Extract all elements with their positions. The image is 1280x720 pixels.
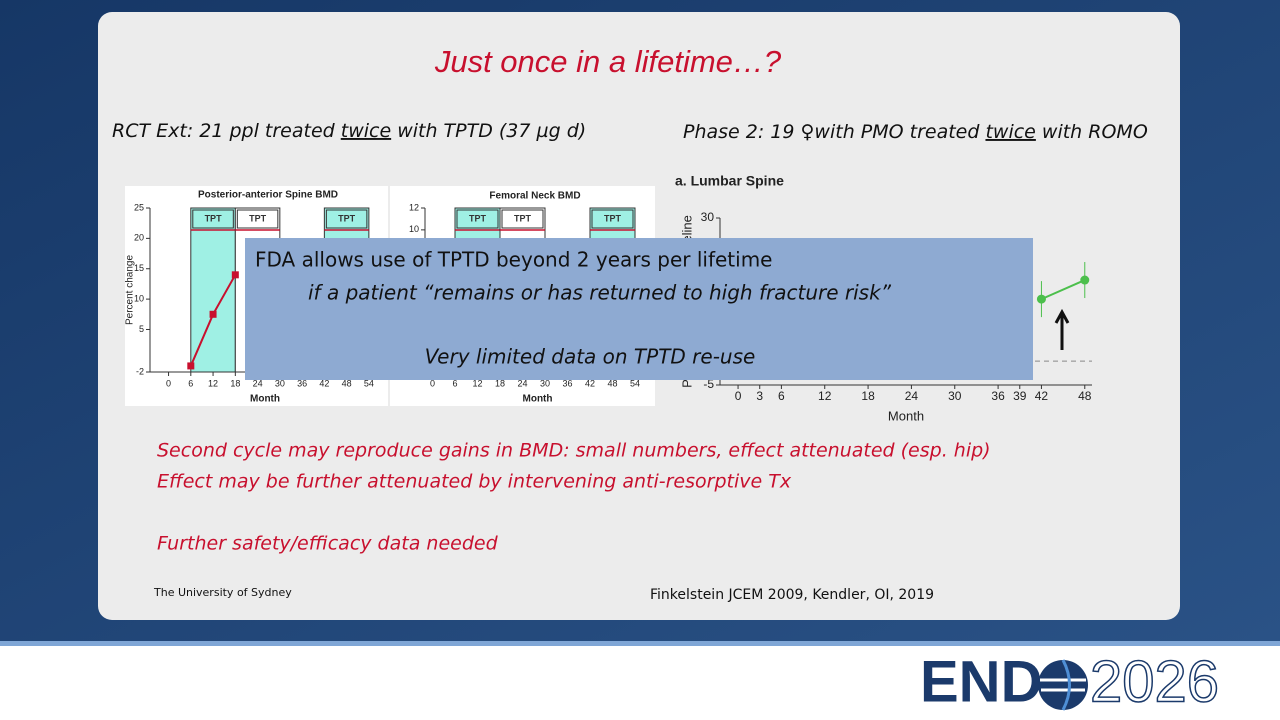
- y-tick-label: 5: [139, 324, 144, 334]
- x-tick-label: 48: [342, 378, 352, 388]
- x-tick-label: 42: [1035, 389, 1049, 403]
- chart-title: a. Lumbar Spine: [675, 173, 784, 189]
- x-tick-label: 54: [630, 378, 640, 388]
- logo-year: 2026: [1090, 649, 1219, 714]
- x-tick-label: 54: [364, 378, 374, 388]
- x-tick-label: 0: [166, 378, 171, 388]
- x-tick-label: 42: [319, 378, 329, 388]
- x-tick-label: 6: [778, 389, 785, 403]
- y-tick-label: 20: [134, 233, 144, 243]
- footer-right: Finkelstein JCEM 2009, Kendler, OI, 2019: [650, 587, 934, 603]
- x-axis-label: Month: [888, 408, 924, 423]
- arrow: [1054, 308, 1070, 350]
- x-tick-label: 24: [253, 378, 263, 388]
- x-tick-label: 30: [540, 378, 550, 388]
- x-tick-label: 24: [905, 389, 919, 403]
- y-tick-label: 10: [134, 293, 144, 303]
- x-tick-label: 18: [495, 378, 505, 388]
- logo-text: END: [920, 649, 1042, 714]
- band-header: [456, 209, 499, 229]
- x-tick-label: 3: [756, 389, 763, 403]
- text: twice: [985, 121, 1035, 143]
- text: Phase 2: 19 ♀with PMO treated: [683, 121, 985, 143]
- text: RCT Ext: 21 ppl treated: [112, 120, 341, 142]
- x-tick-label: 18: [861, 389, 875, 403]
- data-point: [209, 310, 217, 318]
- data-point: [1080, 275, 1090, 285]
- data-line: [1041, 279, 1086, 301]
- band-header: [325, 209, 368, 229]
- x-tick-label: 12: [472, 378, 482, 388]
- bullet: Effect may be further attenuated by inte…: [157, 471, 792, 493]
- y-tick-label: -5: [703, 377, 714, 391]
- x-tick-label: 48: [1078, 389, 1092, 403]
- x-tick-label: 0: [430, 378, 435, 388]
- x-tick-label: 42: [585, 378, 595, 388]
- y-tick-label: 15: [134, 263, 144, 273]
- x-tick-label: 36: [991, 389, 1005, 403]
- band-label: TPT: [514, 213, 532, 223]
- overlay-box: [245, 238, 1033, 380]
- x-tick-label: 36: [562, 378, 572, 388]
- y-tick-label: 10: [409, 224, 419, 234]
- x-tick-label: 30: [275, 378, 285, 388]
- logo-globe: [1038, 659, 1088, 711]
- y-tick-label: -2: [136, 366, 144, 376]
- x-tick-label: 36: [297, 378, 307, 388]
- y-tick-label: 30: [701, 210, 715, 224]
- overlay-line: Very limited data on TPTD re-use: [425, 345, 756, 369]
- slide-title: Just once in a lifetime…?: [434, 44, 782, 79]
- x-axis-label: Month: [523, 394, 553, 405]
- text: with TPTD (37 µg d): [391, 120, 586, 142]
- data-point: [187, 362, 195, 370]
- band-label: TPT: [249, 213, 267, 223]
- x-tick-label: 6: [452, 378, 457, 388]
- chart-title: Femoral Neck BMD: [489, 191, 580, 202]
- footer-left: The University of Sydney: [153, 586, 292, 599]
- y-axis-label: Percent change: [125, 255, 136, 325]
- x-tick-label: 39: [1013, 389, 1027, 403]
- y-tick-label: 25: [134, 202, 144, 212]
- band-header: [501, 209, 544, 229]
- x-axis-label: Month: [250, 394, 280, 405]
- band-label: TPT: [205, 213, 223, 223]
- text: twice: [341, 120, 391, 142]
- bullet: Second cycle may reproduce gains in BMD:…: [157, 440, 991, 462]
- x-tick-label: 18: [230, 378, 240, 388]
- footer-band: [0, 646, 1280, 720]
- overlay-line: if a patient “remains or has returned to…: [308, 281, 892, 305]
- text: with ROMO: [1036, 121, 1148, 143]
- treatment-band: [190, 207, 236, 373]
- divider: [0, 641, 1280, 646]
- x-tick-label: 12: [818, 389, 832, 403]
- band-header: [591, 209, 634, 229]
- x-tick-label: 30: [948, 389, 962, 403]
- band-header: [236, 209, 279, 229]
- band-label: TPT: [469, 213, 487, 223]
- chart-title: Posterior-anterior Spine BMD: [198, 190, 338, 201]
- overlay-line: FDA allows use of TPTD beyond 2 years pe…: [255, 248, 772, 272]
- band-label: TPT: [338, 213, 356, 223]
- x-tick-label: 6: [188, 378, 193, 388]
- x-tick-label: 24: [517, 378, 527, 388]
- data-point: [1036, 294, 1046, 304]
- band-label: TPT: [604, 213, 622, 223]
- y-tick-label: 12: [409, 202, 419, 212]
- left-heading: RCT Ext: 21 ppl treated twice with TPTD …: [112, 120, 586, 142]
- right-heading: Phase 2: 19 ♀with PMO treated twice with…: [683, 121, 1148, 143]
- x-tick-label: 48: [607, 378, 617, 388]
- data-point: [231, 271, 239, 279]
- x-tick-label: 12: [208, 378, 218, 388]
- x-tick-label: 0: [735, 389, 742, 403]
- bullet: Further safety/efficacy data needed: [157, 533, 499, 555]
- band-header: [192, 209, 234, 229]
